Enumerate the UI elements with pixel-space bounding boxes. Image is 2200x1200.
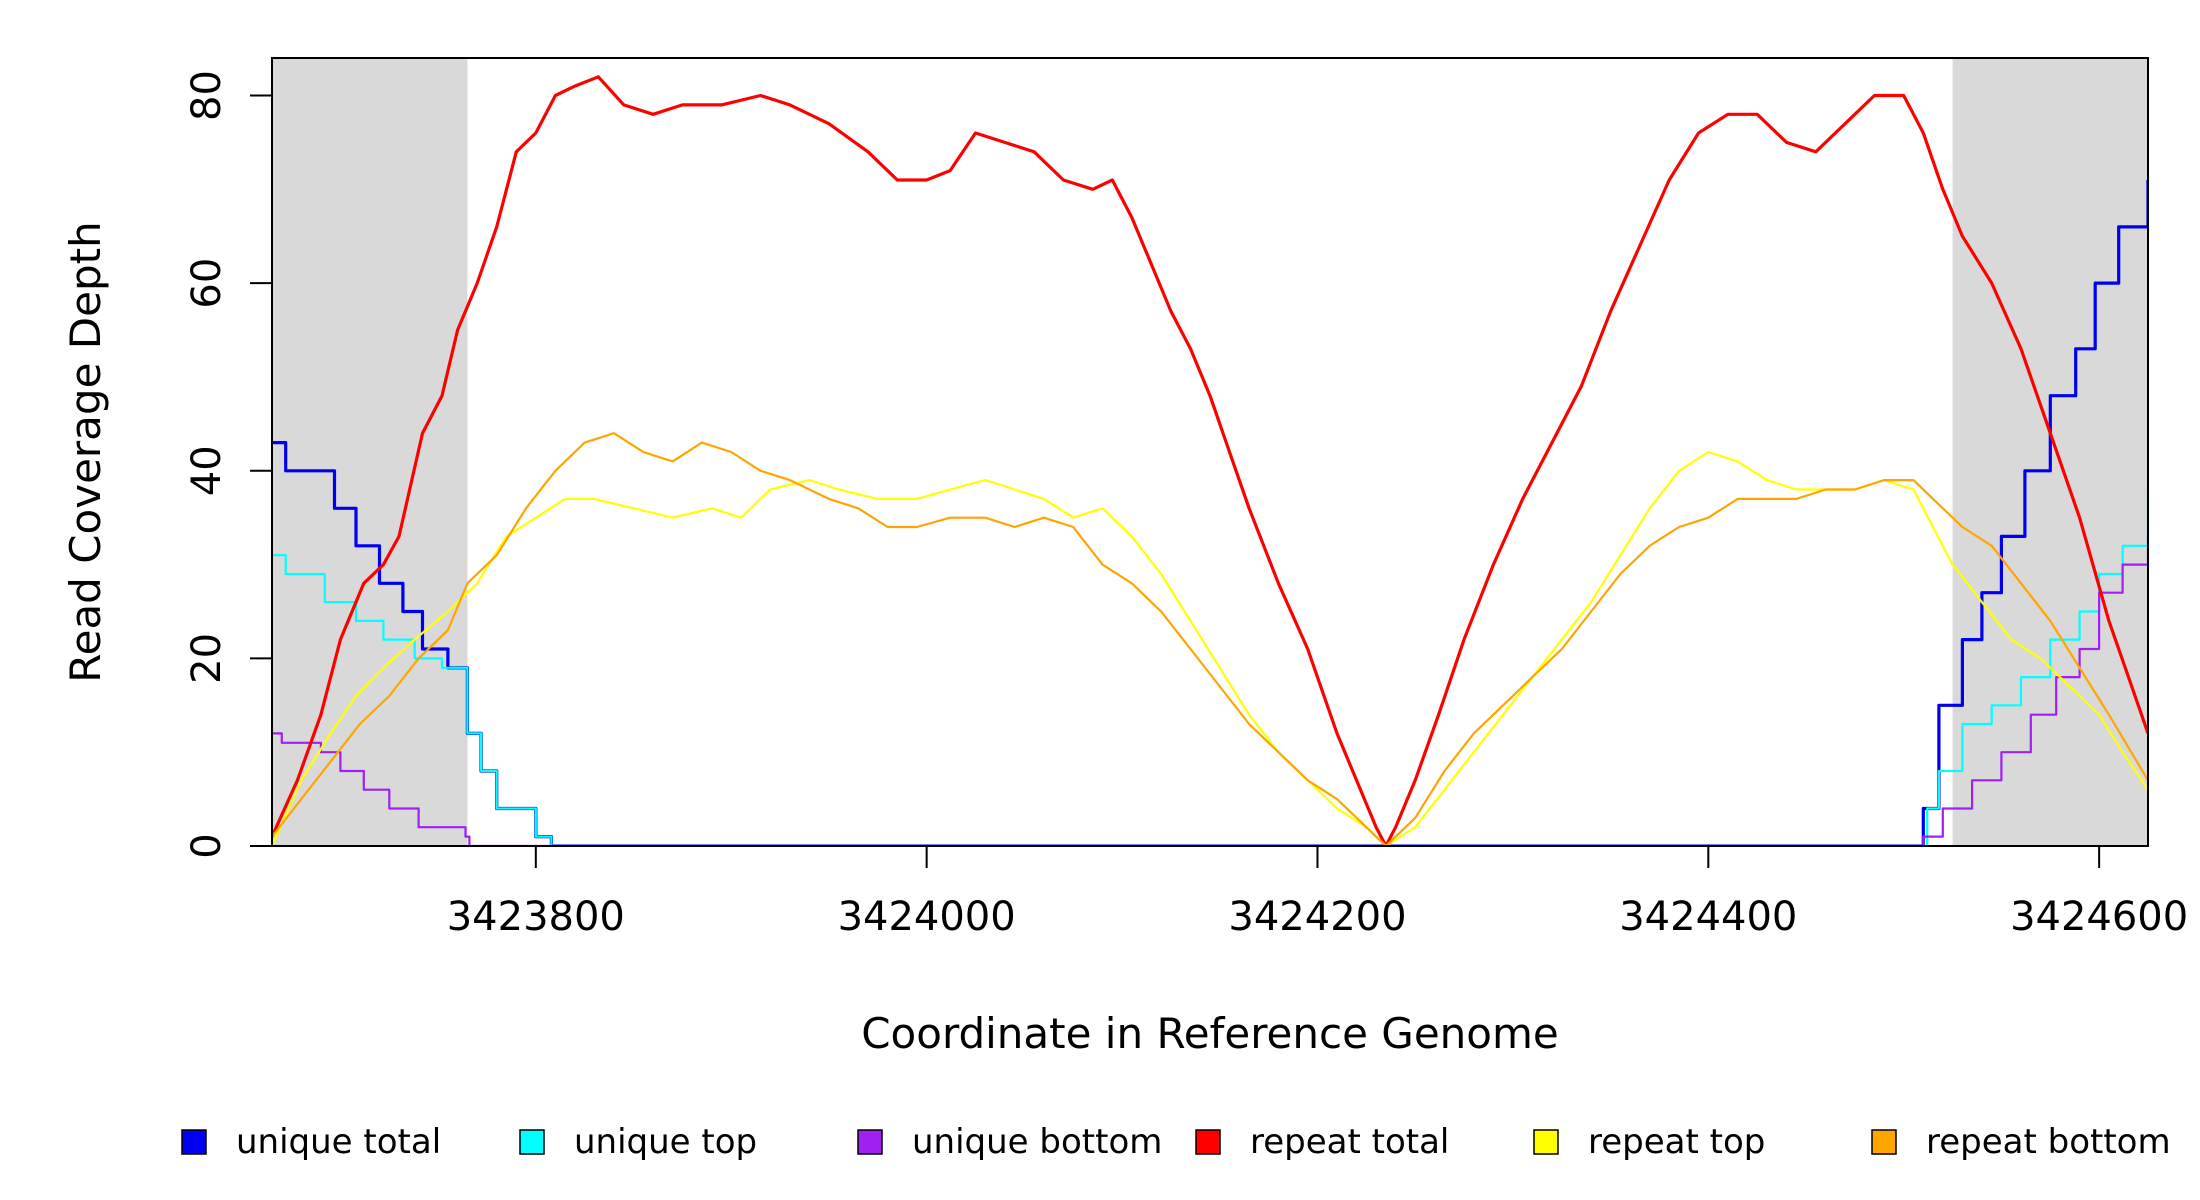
y-axis-title: Read Coverage Depth [61, 221, 110, 682]
series-line-unique-bottom [272, 536, 2148, 846]
series-lines [272, 75, 2148, 846]
legend-swatch-unique-total [181, 1129, 207, 1155]
legend-label-repeat-top: repeat top [1588, 1122, 1765, 1162]
x-tick-label-3: 3424400 [1619, 894, 1797, 940]
x-tick-label-2: 3424200 [1228, 894, 1406, 940]
y-tick-label-0: 0 [184, 833, 230, 858]
legend-label-repeat-bottom: repeat bottom [1926, 1122, 2171, 1162]
legend-swatch-repeat-bottom [1871, 1129, 1897, 1155]
legend: unique total unique top unique bottom repea… [181, 1122, 2171, 1162]
legend-swatch-unique-top [519, 1129, 545, 1155]
y-axis: 0 20 40 60 80 [184, 70, 273, 859]
x-tick-label-0: 3423800 [447, 894, 625, 940]
x-tick-label-1: 3424000 [838, 894, 1016, 940]
shaded-region-0 [272, 58, 468, 846]
series-line-repeat-total [272, 75, 2148, 846]
y-tick-label-4: 80 [184, 70, 230, 121]
y-tick-label-2: 40 [184, 445, 230, 496]
legend-label-unique-top: unique top [574, 1122, 757, 1162]
y-tick-label-3: 60 [184, 258, 230, 309]
legend-label-unique-bottom: unique bottom [912, 1122, 1162, 1162]
x-axis: 3423800 3424000 3424200 3424400 3424600 [447, 845, 2188, 940]
legend-swatch-repeat-top [1533, 1129, 1559, 1155]
series-line-repeat-top [272, 450, 2148, 846]
legend-label-repeat-total: repeat total [1250, 1122, 1449, 1162]
legend-swatch-unique-bottom [857, 1129, 883, 1155]
series-line-unique-top [272, 489, 2148, 846]
legend-label-unique-total: unique total [236, 1122, 441, 1162]
x-axis-title: Coordinate in Reference Genome [861, 1009, 1559, 1058]
series-line-repeat-bottom [272, 432, 2148, 846]
legend-swatch-repeat-total [1195, 1129, 1221, 1155]
y-tick-label-1: 20 [184, 633, 230, 684]
x-tick-label-4: 3424600 [2010, 894, 2188, 940]
series-line-unique-total [272, 180, 2148, 846]
shaded-regions [272, 58, 2148, 846]
plot-frame [271, 57, 2149, 847]
